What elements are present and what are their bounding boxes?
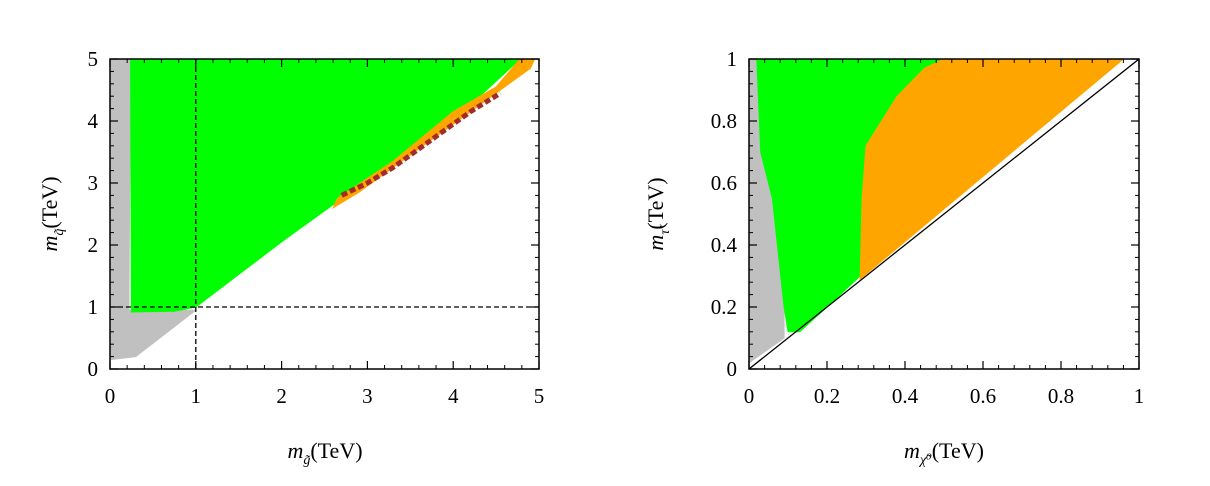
x-tick-label: 5 — [534, 384, 545, 408]
left-y-unit: (TeV) — [37, 176, 62, 228]
x-tick-label: 0.6 — [970, 384, 996, 408]
x-tick-label: 3 — [362, 384, 373, 408]
left-y-axis-title: mq̃(TeV) — [37, 176, 67, 251]
plot-area — [110, 59, 539, 369]
region-1 — [110, 59, 198, 361]
y-tick-label: 0.4 — [711, 233, 738, 257]
plot-area — [749, 59, 1139, 369]
y-tick-label: 5 — [88, 47, 99, 71]
right-panel: 0 0.2 0.4 0.6 0.8 1 0 0.2 0.4 0.6 0.8 1 — [711, 47, 1145, 408]
x-tick-label: 1 — [1134, 384, 1145, 408]
x-tick-label: 0 — [105, 384, 116, 408]
left-x-symbol: m — [287, 438, 303, 463]
y-tick-label: 0.2 — [711, 295, 737, 319]
left-y-symbol: m — [37, 236, 62, 252]
y-tick-label: 1 — [727, 47, 738, 71]
reference-line-1 — [749, 59, 1139, 369]
x-tick-label: 0.8 — [1048, 384, 1074, 408]
plot-frame — [109, 58, 540, 370]
left-x-axis-title: mg̃(TeV) — [287, 438, 362, 468]
left-x-subscript: g̃ — [303, 453, 310, 468]
x-tick-label: 2 — [276, 384, 287, 408]
right-y-symbol: m — [643, 235, 668, 251]
x-tick-label: 0.2 — [814, 384, 840, 408]
x-tick-label: 4 — [448, 384, 459, 408]
axis-ticks — [748, 58, 1140, 370]
right-y-unit: (TeV) — [643, 177, 668, 229]
left-y-subscript: q̃ — [52, 228, 67, 235]
y-tick-label: 1 — [88, 295, 99, 319]
y-tick-label: 2 — [88, 233, 99, 257]
x-tick-label: 1 — [191, 384, 202, 408]
y-tick-label: 0.8 — [711, 109, 737, 133]
y-tick-label: 3 — [88, 171, 99, 195]
right-x-axis-title: mχ̃⁰(TeV) — [904, 438, 984, 468]
plot-frame — [748, 58, 1140, 370]
region-3 — [859, 59, 1125, 281]
y-tick-label: 0 — [88, 357, 99, 381]
x-tick-label: 0 — [744, 384, 755, 408]
region-2 — [130, 59, 521, 313]
left-panel: 0 1 2 3 4 5 0 1 2 3 4 5 — [88, 47, 545, 408]
axis-ticks — [109, 58, 540, 370]
region-4 — [340, 90, 502, 198]
right-x-symbol: m — [904, 438, 920, 463]
right-y-axis-title: mτ̃(TeV) — [643, 177, 673, 250]
right-x-unit: (TeV) — [932, 438, 984, 463]
left-x-unit: (TeV) — [310, 438, 362, 463]
y-tick-label: 0 — [727, 357, 738, 381]
y-tick-label: 4 — [88, 109, 99, 133]
right-x-subscript: χ̃⁰ — [918, 453, 932, 468]
x-tick-label: 0.4 — [892, 384, 919, 408]
y-tick-label: 0.6 — [711, 171, 737, 195]
